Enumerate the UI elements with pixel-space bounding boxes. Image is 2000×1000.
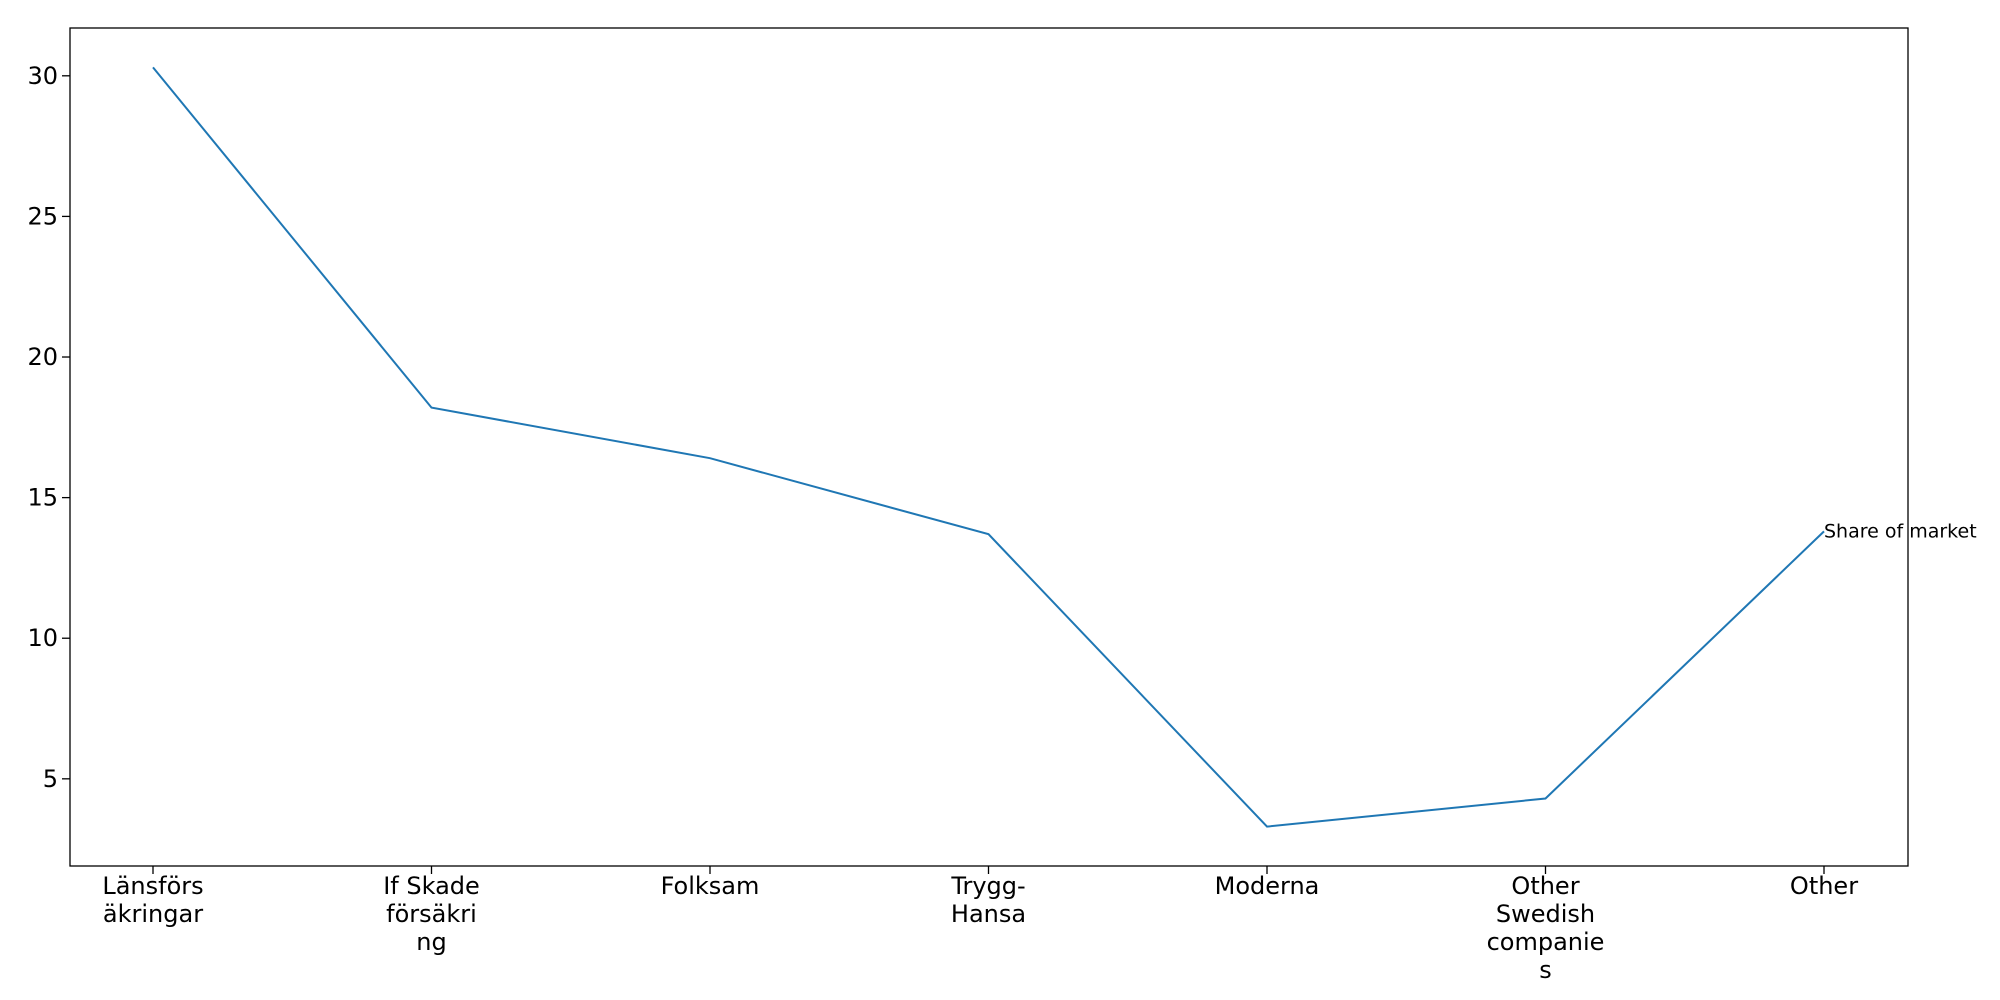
plot-frame — [69, 27, 1909, 867]
x-tick-label: If Skade — [383, 872, 480, 900]
y-axis: 5 10 15 20 25 30 — [27, 62, 70, 793]
y-tick-label: 10 — [27, 624, 58, 652]
series-label: Share of market — [1824, 520, 1977, 542]
x-tick-label: Länsförs — [102, 872, 203, 900]
x-tick-label: Hansa — [951, 900, 1026, 928]
x-tick-label: ng — [416, 928, 446, 956]
x-tick-label: companie — [1487, 928, 1605, 956]
x-tick-label: Other — [1511, 872, 1579, 900]
x-tick-label: s — [1539, 956, 1552, 984]
y-tick-label: 20 — [27, 343, 58, 371]
y-tick-label: 5 — [43, 765, 58, 793]
x-tick-label: Folksam — [661, 872, 760, 900]
series-layer: Share of market — [152, 66, 1977, 828]
x-tick-label: äkringar — [103, 900, 203, 928]
y-tick-label: 15 — [27, 484, 58, 512]
series-line — [152, 66, 1825, 828]
x-tick-label: Moderna — [1215, 872, 1320, 900]
x-tick-label: Other — [1790, 872, 1858, 900]
y-tick-label: 25 — [27, 202, 58, 230]
y-tick-label: 30 — [27, 62, 58, 90]
x-tick-label: försäkri — [386, 900, 477, 928]
x-tick-label: Swedish — [1496, 900, 1595, 928]
x-tick-label: Trygg- — [950, 872, 1025, 900]
